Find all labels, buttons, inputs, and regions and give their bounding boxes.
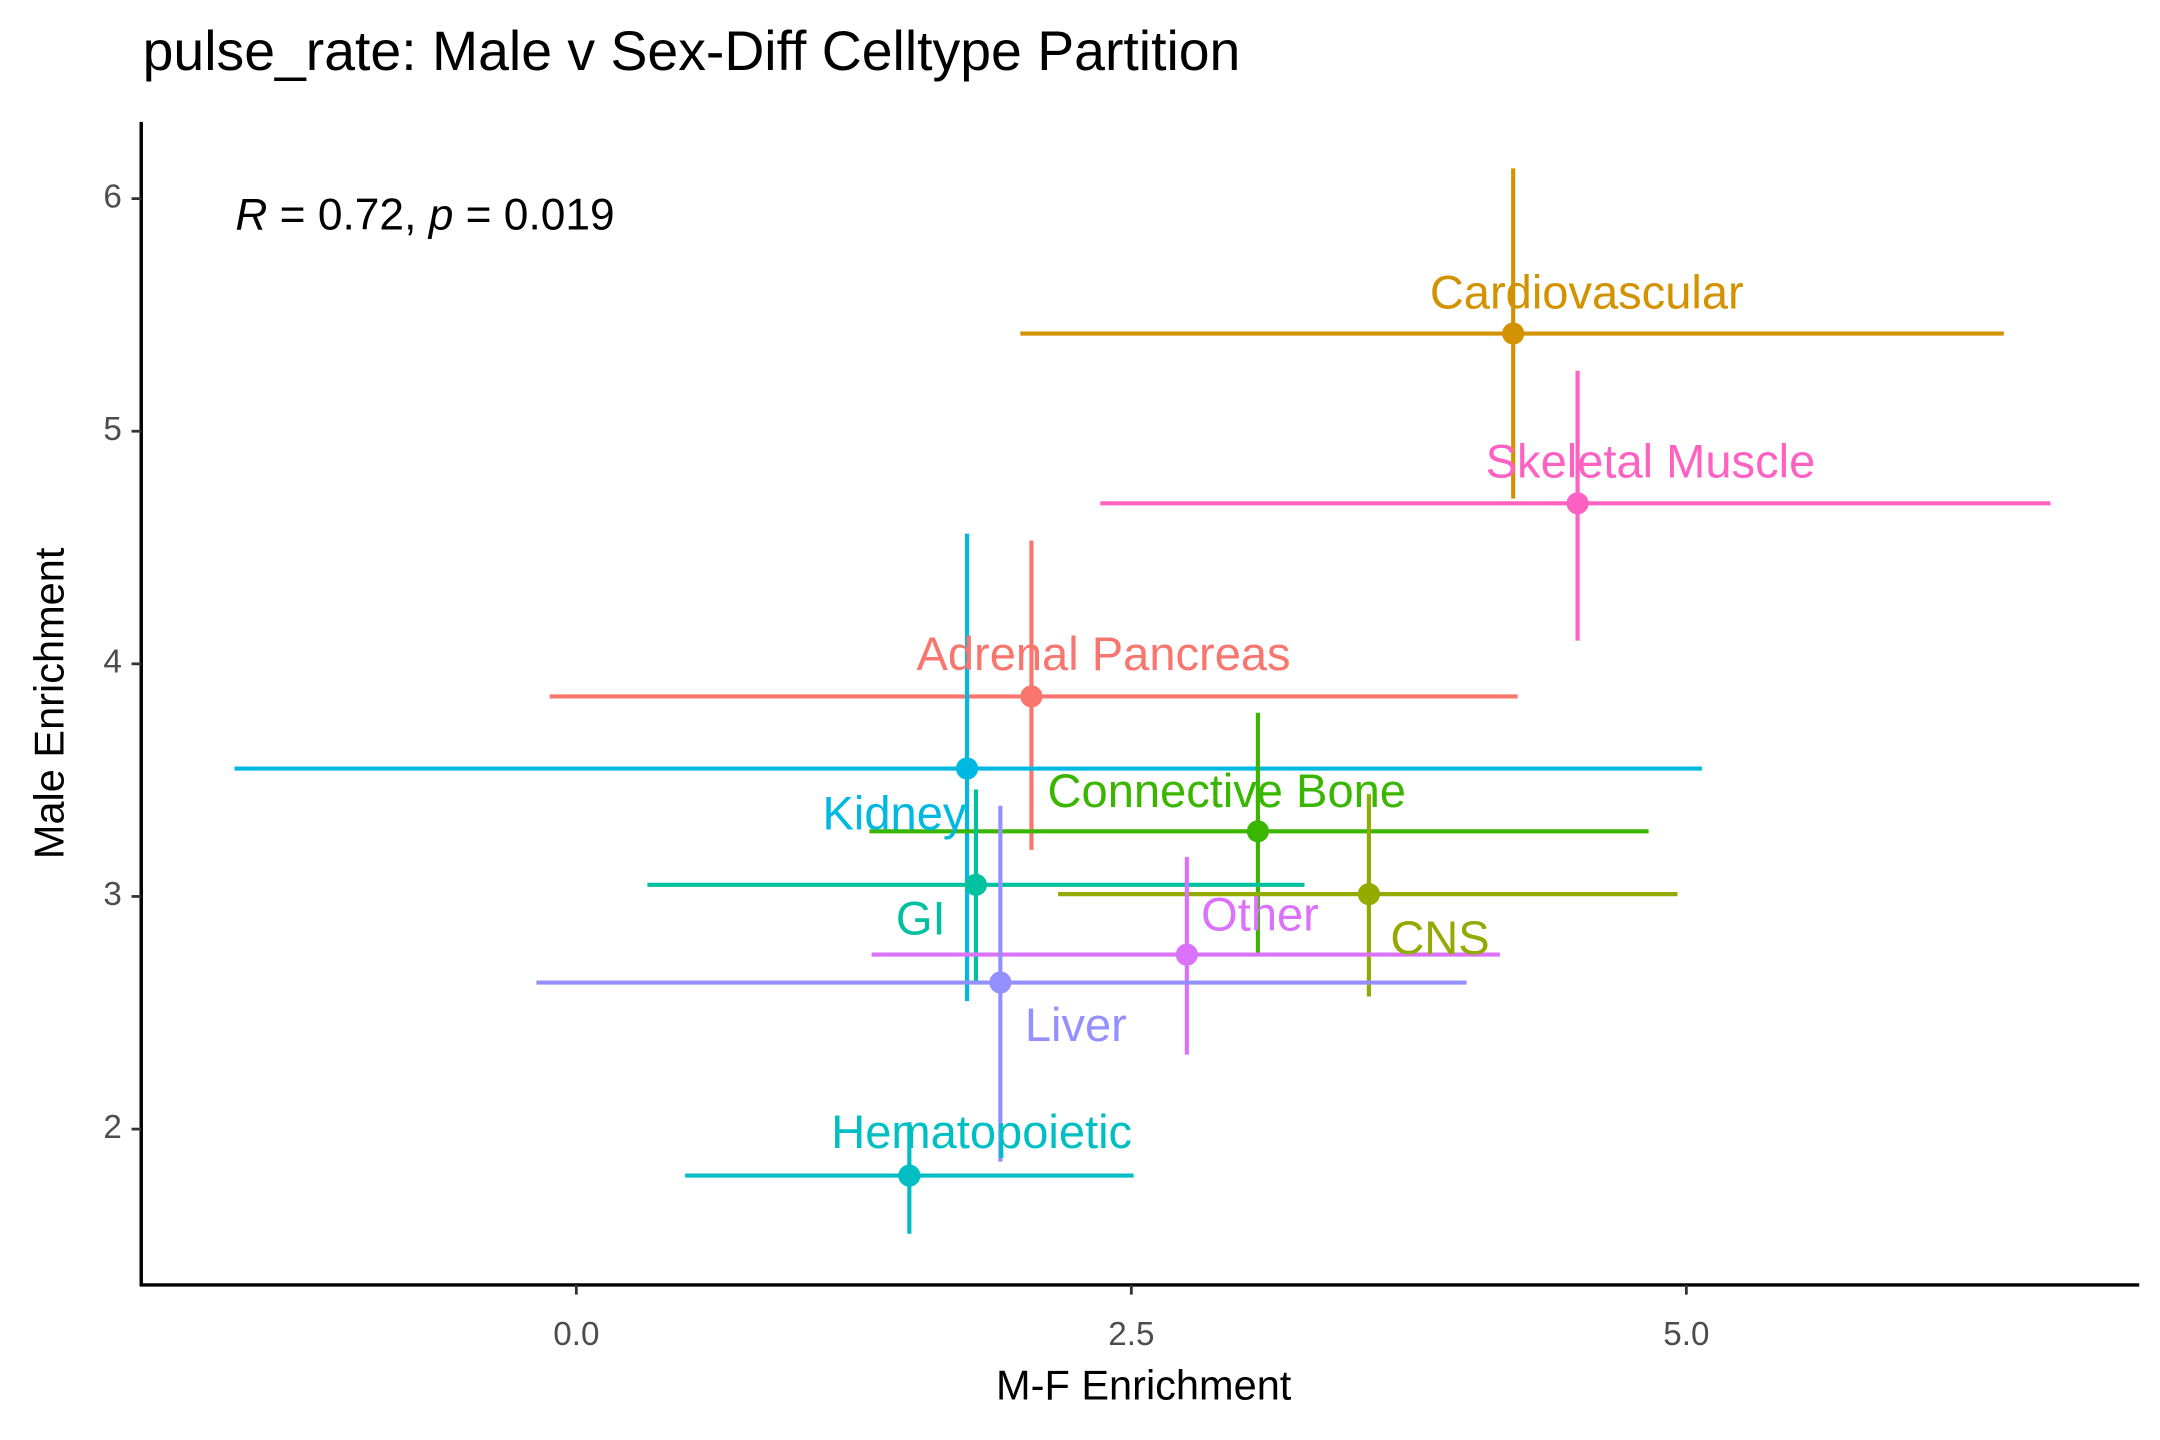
point: [989, 971, 1012, 994]
y-tick-label: 4: [103, 644, 121, 681]
point: [1502, 322, 1525, 345]
x-tick-label: 0.0: [553, 1316, 599, 1353]
y-tick-label: 5: [103, 411, 121, 448]
annotation-part: = 0.72,: [267, 190, 428, 239]
point-label: Skeletal Muscle: [1486, 435, 1816, 488]
point: [955, 757, 979, 780]
point: [1175, 943, 1198, 966]
point-label: Other: [1201, 887, 1319, 940]
x-axis-title: M-F Enrichment: [996, 1362, 1292, 1409]
point-label: Kidney: [823, 786, 967, 839]
point-label: GI: [896, 892, 946, 945]
point-label: Cardiovascular: [1430, 266, 1744, 319]
point: [1020, 685, 1043, 708]
y-tick-label: 3: [103, 876, 121, 913]
point: [898, 1164, 921, 1187]
point-label: Connective Bone: [1048, 764, 1406, 817]
y-axis-title: Male Enrichment: [26, 547, 73, 859]
point: [1246, 820, 1269, 843]
annotation-part: = 0.019: [453, 190, 614, 239]
point: [964, 873, 988, 896]
point-label: Adrenal Pancreas: [916, 627, 1290, 680]
point: [1357, 883, 1380, 906]
chart-title: pulse_rate: Male v Sex-Diff Celltype Par…: [143, 20, 1241, 82]
annotation-part: p: [427, 190, 454, 239]
point-label: CNS: [1390, 911, 1489, 964]
point-label: Hematopoietic: [831, 1105, 1132, 1158]
x-tick-label: 2.5: [1108, 1316, 1154, 1353]
y-tick-label: 6: [103, 178, 121, 215]
annotation-part: R: [235, 190, 267, 239]
y-tick-label: 2: [103, 1109, 121, 1146]
annotation: R = 0.72, p = 0.019: [235, 190, 614, 239]
point: [1566, 492, 1589, 515]
x-tick-label: 5.0: [1663, 1316, 1709, 1353]
point-label: Liver: [1025, 998, 1127, 1051]
